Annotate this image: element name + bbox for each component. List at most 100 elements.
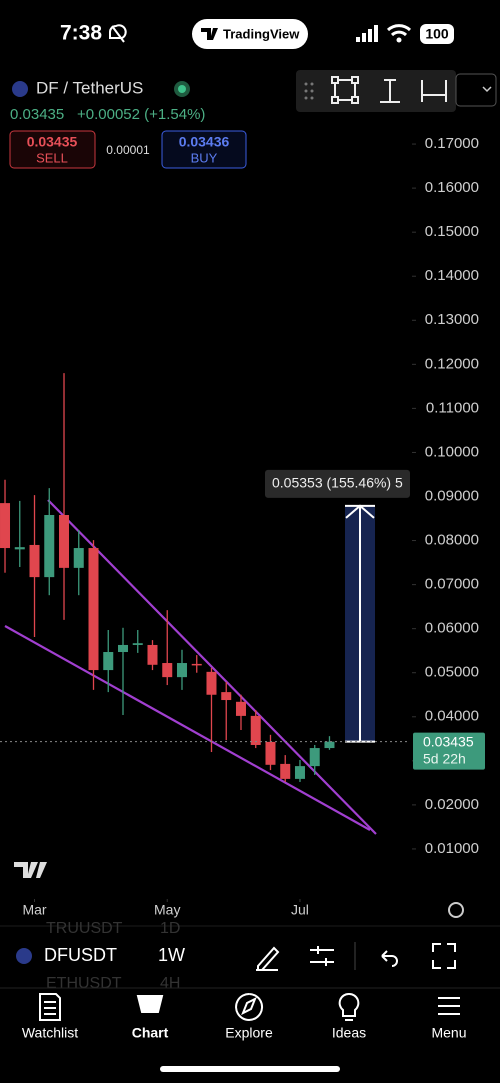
candle-body (59, 515, 70, 568)
candle-body (176, 663, 187, 678)
x-tick-label: Jul (291, 902, 309, 918)
trendline (4, 625, 371, 831)
candle-body (88, 548, 99, 671)
nav-icon[interactable] (136, 995, 164, 1013)
y-tick-label: 0.11000 (426, 399, 479, 416)
candle-body (14, 547, 25, 550)
candle-body (221, 692, 232, 701)
spread: 0.00001 (106, 143, 150, 157)
battery-level: 100 (425, 26, 449, 42)
measure-label-box (265, 469, 410, 498)
y-tick-label: 0.15000 (425, 223, 479, 240)
signal-icon (356, 25, 378, 42)
candle-body (29, 544, 40, 578)
nav-label[interactable]: Chart (132, 1025, 169, 1041)
drag-handle (304, 82, 314, 100)
wifi-dot (396, 37, 402, 43)
candle-body (73, 548, 84, 568)
y-tick-label: 0.05000 (425, 664, 479, 681)
undo-icon[interactable] (381, 950, 398, 967)
faded-symbol: TRUUSDT (46, 920, 123, 937)
home-indicator (160, 1066, 340, 1072)
faded-interval: 4H (160, 975, 180, 992)
app-name: TradingView (223, 26, 300, 41)
y-tick-label: 0.10000 (425, 443, 479, 460)
draw-icon[interactable] (256, 946, 280, 971)
toolbar-icons[interactable] (331, 76, 447, 104)
trendline (47, 499, 377, 835)
candle-body (191, 663, 202, 666)
dropdown-arrow (482, 86, 492, 93)
measure-label-cover (410, 467, 420, 500)
symbol-name: DF / TetherUS (36, 78, 143, 97)
battery (420, 24, 454, 44)
nav-icon[interactable] (338, 992, 360, 1021)
candle-body (324, 741, 335, 749)
dropdown[interactable] (455, 73, 497, 107)
y-tick-label: 0.08000 (425, 532, 479, 549)
y-tick-label: 0.17000 (425, 135, 479, 152)
tv-logo (201, 28, 218, 40)
fullscreen-icon[interactable] (432, 943, 456, 969)
candle-body (206, 671, 217, 695)
y-tick-label: 0.09000 (425, 487, 479, 504)
nav-label[interactable]: Menu (431, 1025, 466, 1041)
candle-body (44, 515, 55, 578)
faded-symbol: ETHUSDT (46, 975, 122, 992)
y-tick-label: 0.16000 (425, 179, 479, 196)
mute-icon (109, 24, 127, 43)
measure-label: 0.05353 (155.46%) 5 (272, 475, 403, 491)
wifi-icon (386, 24, 412, 37)
faded-interval: 1D (160, 920, 180, 937)
nav-label[interactable]: Ideas (332, 1025, 366, 1041)
chart-plot: 0.010000.020000.030000.040000.050000.060… (0, 135, 485, 918)
nav-icon[interactable] (235, 993, 264, 1021)
indicator-icon[interactable] (310, 946, 334, 966)
x-tick-label: May (154, 902, 180, 918)
y-tick-label: 0.12000 (425, 355, 479, 372)
last-price-label: 0.03435 (423, 733, 474, 749)
last-price: 0.03435 (10, 106, 64, 123)
nav-label[interactable]: Watchlist (22, 1025, 78, 1041)
y-tick-label: 0.02000 (425, 796, 479, 813)
candle-body (0, 503, 11, 549)
candle-body (235, 701, 246, 716)
y-tick-label: 0.13000 (425, 311, 479, 328)
candle-body (132, 643, 143, 645)
candle-body (103, 652, 114, 671)
y-tick-label: 0.07000 (425, 576, 479, 593)
interval[interactable]: 1W (158, 945, 185, 965)
watermark (14, 862, 47, 878)
symbol[interactable]: DFUSDT (44, 945, 117, 965)
y-tick-label: 0.04000 (425, 708, 479, 725)
buy-price: 0.03436 (179, 134, 230, 150)
app-pill[interactable] (192, 19, 308, 49)
settings-icon[interactable] (448, 902, 464, 918)
candle-body (265, 741, 276, 765)
sell-price: 0.03435 (27, 134, 78, 150)
nav-icon[interactable] (438, 997, 460, 1015)
market-status-dot (178, 85, 186, 93)
drawing-toolbar (296, 70, 456, 112)
buy-label: BUY (191, 150, 218, 165)
time: 7:38 (60, 22, 102, 45)
candle-body (118, 644, 128, 653)
candle-body (280, 763, 291, 779)
last-price-box (413, 732, 485, 770)
symbol-icon (12, 81, 28, 97)
y-tick-label: 0.06000 (425, 620, 479, 637)
nav-label[interactable]: Explore (225, 1025, 273, 1041)
x-tick-label: Mar (22, 902, 46, 918)
buy-button[interactable] (161, 130, 247, 169)
sell-button[interactable] (9, 130, 96, 169)
nav-icon[interactable] (39, 993, 61, 1021)
candle-body (309, 748, 320, 767)
candle-body (162, 663, 173, 678)
y-tick-label: 0.01000 (425, 840, 479, 857)
candle-body (147, 644, 158, 665)
sell-label: SELL (36, 150, 68, 165)
candle-body (294, 766, 305, 779)
